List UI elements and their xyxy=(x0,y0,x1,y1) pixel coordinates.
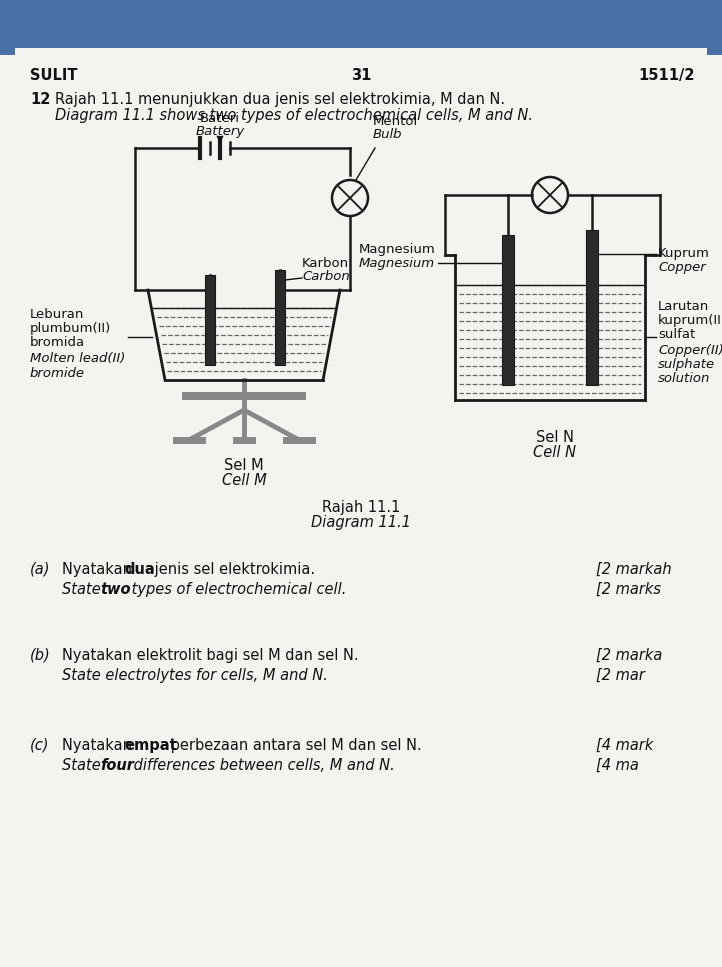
Text: [2 mar: [2 mar xyxy=(596,668,645,683)
Text: four: four xyxy=(100,758,134,773)
Text: two: two xyxy=(100,582,131,597)
Text: jenis sel elektrokimia.: jenis sel elektrokimia. xyxy=(150,562,315,577)
Text: bromide: bromide xyxy=(30,367,85,380)
Text: Diagram 11.1: Diagram 11.1 xyxy=(311,515,411,530)
Text: plumbum(II): plumbum(II) xyxy=(30,322,111,335)
Text: Copper(II): Copper(II) xyxy=(658,344,722,357)
Text: 31: 31 xyxy=(351,68,371,83)
Text: Nyatakan: Nyatakan xyxy=(62,562,136,577)
Text: Nyatakan: Nyatakan xyxy=(62,738,136,753)
Text: Sel M: Sel M xyxy=(225,458,264,473)
Text: perbezaan antara sel M dan sel N.: perbezaan antara sel M dan sel N. xyxy=(166,738,422,753)
Bar xyxy=(275,270,285,365)
Text: Karbon: Karbon xyxy=(302,257,349,270)
Text: Battery: Battery xyxy=(196,125,245,138)
Text: Sel N: Sel N xyxy=(536,430,574,445)
Text: Kuprum: Kuprum xyxy=(658,247,710,260)
Text: Molten lead(II): Molten lead(II) xyxy=(30,352,126,365)
Text: State: State xyxy=(62,758,105,773)
Text: State electrolytes for cells, M and N.: State electrolytes for cells, M and N. xyxy=(62,668,328,683)
Text: Copper: Copper xyxy=(658,261,705,274)
Text: Cell N: Cell N xyxy=(534,445,577,460)
Text: empat: empat xyxy=(124,738,177,753)
Text: types of electrochemical cell.: types of electrochemical cell. xyxy=(127,582,347,597)
Text: Bulb: Bulb xyxy=(373,128,402,141)
Text: Mentol: Mentol xyxy=(373,115,418,128)
Text: Diagram 11.1 shows two types of electrochemical cells, M and N.: Diagram 11.1 shows two types of electroc… xyxy=(55,108,533,123)
Text: Rajah 11.1 menunjukkan dua jenis sel elektrokimia, M dan N.: Rajah 11.1 menunjukkan dua jenis sel ele… xyxy=(55,92,505,107)
Text: Cell M: Cell M xyxy=(222,473,266,488)
Text: Larutan: Larutan xyxy=(658,300,709,313)
Text: (a): (a) xyxy=(30,562,51,577)
Text: Magnesium: Magnesium xyxy=(358,243,435,256)
Text: 12: 12 xyxy=(30,92,51,107)
Text: [2 marks: [2 marks xyxy=(596,582,661,597)
Text: [4 ma: [4 ma xyxy=(596,758,639,773)
Text: Nyatakan elektrolit bagi sel M dan sel N.: Nyatakan elektrolit bagi sel M dan sel N… xyxy=(62,648,359,663)
Bar xyxy=(586,230,598,385)
Bar xyxy=(502,235,514,385)
Text: solution: solution xyxy=(658,372,710,385)
Text: Carbon: Carbon xyxy=(302,270,349,283)
Text: Magnesium: Magnesium xyxy=(359,257,435,270)
Text: (b): (b) xyxy=(30,648,51,663)
Text: Leburan: Leburan xyxy=(30,308,84,321)
Text: Rajah 11.1: Rajah 11.1 xyxy=(322,500,400,515)
Text: sulphate: sulphate xyxy=(658,358,715,371)
Bar xyxy=(182,392,306,400)
Text: differences between cells, M and N.: differences between cells, M and N. xyxy=(129,758,395,773)
Text: (c): (c) xyxy=(30,738,50,753)
Text: SULIT: SULIT xyxy=(30,68,77,83)
Text: Bateri: Bateri xyxy=(200,112,240,125)
Text: sulfat: sulfat xyxy=(658,328,695,341)
Text: bromida: bromida xyxy=(30,336,85,349)
Bar xyxy=(205,275,215,365)
Text: kuprum(II): kuprum(II) xyxy=(658,314,722,327)
Text: dua: dua xyxy=(124,562,155,577)
Text: [4 mark: [4 mark xyxy=(596,738,653,753)
Text: State: State xyxy=(62,582,105,597)
Text: [2 markah: [2 markah xyxy=(596,562,671,577)
Text: 1511/2: 1511/2 xyxy=(638,68,695,83)
Text: [2 marka: [2 marka xyxy=(596,648,662,663)
Bar xyxy=(0,0,722,55)
